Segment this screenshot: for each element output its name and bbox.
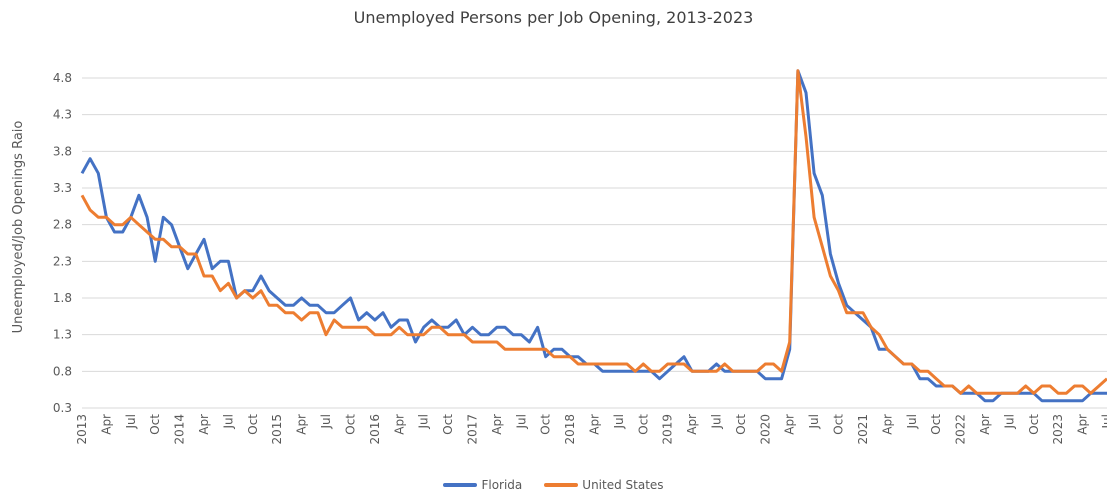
series-line-florida [80,69,1107,403]
x-tick-label: 2023 [1051,414,1065,445]
x-tick-label: 2014 [173,414,187,445]
x-tick-label: Apr [1076,414,1090,435]
chart-title: Unemployed Persons per Job Opening, 2013… [353,8,754,27]
x-tick-label: Jul [319,414,333,429]
y-tick-label: 1.8 [53,291,72,305]
y-tick-label: 2.8 [53,218,72,232]
legend-label-florida: Florida [481,478,523,492]
y-tick-label: 4.3 [53,108,72,122]
x-tick-label: Apr [99,414,113,435]
series-line-united-states [80,69,1107,395]
x-tick-label: Apr [685,414,699,435]
y-axis-label: Uneemployed/Job Openings Raio [11,121,26,334]
x-tick-label: Apr [978,414,992,435]
x-tick-label: Jul [417,414,431,429]
legend-item-florida: Florida [443,478,522,492]
x-tick-label: 2021 [856,414,870,445]
gridlines [82,77,1107,409]
y-tick-label: 0.3 [53,401,72,415]
x-tick-label: Apr [880,414,894,435]
y-tick-label: 3.8 [53,144,72,158]
x-tick-label: 2015 [270,414,284,445]
x-tick-label: Apr [295,414,309,435]
x-tick-label: Jul [514,414,528,429]
x-tick-label: Jul [1002,414,1016,429]
x-tick-label: Oct [1027,414,1041,435]
x-tick-label: Jul [905,414,919,429]
x-tick-label: Jul [221,414,235,429]
y-tick-label: 4.8 [53,71,72,85]
y-tick-label: 0.8 [53,364,72,378]
y-tick-label: 2.3 [53,254,72,268]
x-tick-label: Oct [148,414,162,435]
y-tick-label: 3.3 [53,181,72,195]
x-tick-label: Oct [539,414,553,435]
legend: Florida United States [0,478,1107,492]
x-tick-label: 2017 [465,414,479,445]
x-tick-label: 2020 [758,414,772,445]
x-tick-label: Jul [1100,414,1107,429]
series-lines [80,69,1107,403]
y-axis-ticks: 4.8 4.3 3.8 3.3 2.8 2.3 1.8 1.3 0.8 0.3 [53,71,72,415]
x-tick-label: Oct [246,414,260,435]
legend-label-united-states: United States [582,478,664,492]
x-tick-label: Oct [441,414,455,435]
x-tick-label: Oct [929,414,943,435]
x-tick-label: 2018 [563,414,577,445]
x-axis-ticks: 2013 Apr Jul Oct 2014 Apr Jul Oct 2015 Apr Jul Oct 2… [75,414,1107,445]
x-tick-label: Jul [807,414,821,429]
legend-swatch-florida [443,483,478,487]
x-tick-label: Oct [343,414,357,435]
x-tick-label: 2016 [368,414,382,445]
x-tick-label: Jul [612,414,626,429]
x-tick-label: Apr [588,414,602,435]
legend-swatch-united-states [544,483,579,487]
legend-item-united-states: United States [544,478,664,492]
x-tick-label: Apr [197,414,211,435]
x-tick-label: 2019 [661,414,675,445]
x-tick-label: Apr [490,414,504,435]
x-tick-label: Oct [734,414,748,435]
x-tick-label: Oct [832,414,846,435]
x-tick-label: Apr [783,414,797,435]
x-tick-label: Oct [636,414,650,435]
x-tick-label: Jul [124,414,138,429]
x-tick-label: Jul [710,414,724,429]
x-tick-label: 2013 [75,414,89,445]
x-tick-label: 2022 [954,414,968,445]
x-tick-label: Apr [392,414,406,435]
y-tick-label: 1.3 [53,328,72,342]
